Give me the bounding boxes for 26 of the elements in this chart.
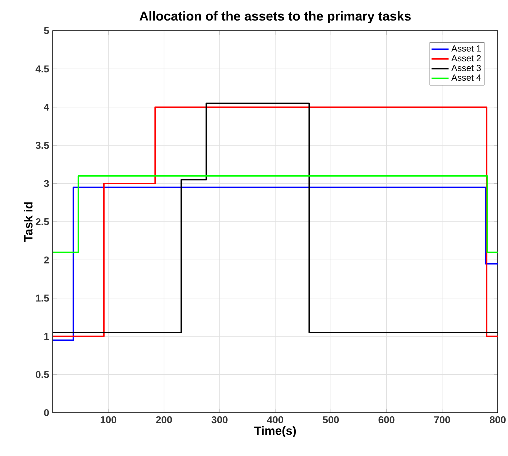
legend-label: Asset 1 bbox=[452, 46, 482, 52]
x-tick-label: 700 bbox=[434, 416, 450, 424]
x-tick-label: 500 bbox=[323, 416, 340, 424]
y-tick-label: 3.5 bbox=[36, 142, 50, 150]
x-tick-label: 200 bbox=[156, 416, 172, 424]
chart-title: Allocation of the assets to the primary tasks bbox=[140, 11, 411, 24]
x-axis-title: Time(s) bbox=[254, 426, 296, 438]
x-tick-label: 100 bbox=[100, 416, 117, 424]
y-tick-label: 4.5 bbox=[36, 66, 50, 73]
y-tick-label: 2.5 bbox=[36, 218, 50, 226]
y-tick-label: 5 bbox=[44, 28, 50, 34]
x-tick-label: 600 bbox=[378, 416, 395, 424]
y-tick-label: 3 bbox=[44, 180, 50, 188]
y-tick-label: 0.5 bbox=[36, 371, 50, 378]
y-axis-title: Task id bbox=[24, 202, 33, 242]
y-tick-label: 1 bbox=[44, 333, 50, 340]
legend-label: Asset 4 bbox=[452, 74, 482, 82]
x-tick-label: 800 bbox=[490, 416, 506, 424]
legend-label: Asset 2 bbox=[452, 55, 482, 62]
y-tick-label: 4 bbox=[44, 104, 50, 111]
y-tick-label: 2 bbox=[44, 256, 50, 264]
legend-label: Asset 3 bbox=[452, 65, 482, 72]
x-tick-label: 400 bbox=[267, 416, 284, 424]
y-tick-label: 1.5 bbox=[36, 294, 50, 302]
x-tick-label: 300 bbox=[212, 416, 228, 424]
y-tick-label: 0 bbox=[44, 409, 50, 417]
